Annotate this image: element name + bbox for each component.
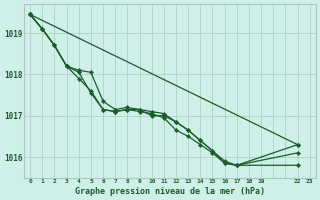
X-axis label: Graphe pression niveau de la mer (hPa): Graphe pression niveau de la mer (hPa) <box>75 187 265 196</box>
